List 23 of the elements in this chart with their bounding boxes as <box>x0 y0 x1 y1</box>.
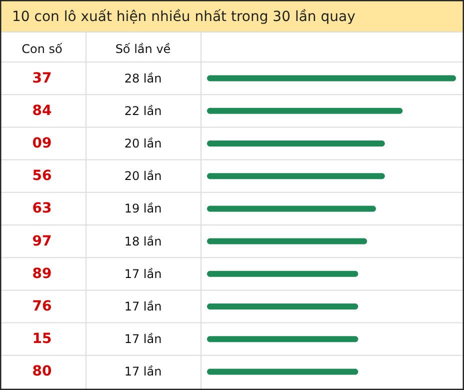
data-label: 17 lần <box>124 266 162 281</box>
y-tick-label: 97 <box>32 233 52 250</box>
data-label: 28 lần <box>124 71 162 86</box>
data-label: 17 lần <box>124 332 162 346</box>
y-tick-label: 80 <box>32 364 52 380</box>
y-tick-label: 89 <box>32 266 52 282</box>
chart-title: 10 con lô xuất hiện nhiều nhất trong 30 lần quay <box>12 9 356 25</box>
data-label: 17 lần <box>124 300 162 314</box>
y-tick-label: 15 <box>32 331 52 348</box>
data-label: 20 lần <box>124 136 162 150</box>
data-label: 20 lần <box>124 169 162 184</box>
data-label: 22 lần <box>124 104 162 118</box>
y-tick-label: 76 <box>32 298 52 314</box>
y-tick-label: 84 <box>32 102 52 119</box>
data-label: 19 lần <box>124 202 162 216</box>
x-axis-title: Số lần về <box>115 42 171 56</box>
y-tick-label: 56 <box>32 168 52 184</box>
y-tick-label: 09 <box>32 136 52 152</box>
data-label: 17 lần <box>124 364 162 379</box>
y-axis-title: Con số <box>22 42 64 56</box>
y-tick-label: 63 <box>32 200 52 217</box>
data-label: 18 lần <box>124 234 162 248</box>
y-tick-label: 37 <box>32 70 52 86</box>
